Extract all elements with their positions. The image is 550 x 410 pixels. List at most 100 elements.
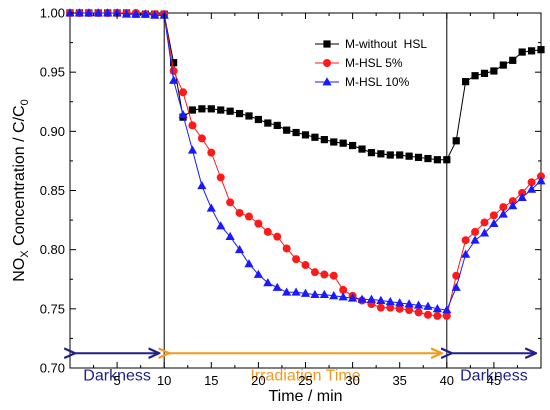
data-point [433, 311, 442, 320]
data-point [377, 150, 385, 158]
data-point [112, 8, 122, 17]
data-point [310, 268, 319, 277]
data-point [471, 72, 479, 80]
legend: M-without HSL M-HSL 5% M-HSL 10% [315, 37, 427, 89]
region-label: Darkness [83, 368, 151, 385]
data-point [395, 298, 405, 307]
data-point [273, 232, 282, 241]
x-tick-label: 30 [345, 373, 359, 388]
data-point [225, 231, 235, 241]
data-point [84, 8, 94, 17]
data-point [386, 303, 395, 312]
data-point [253, 269, 263, 278]
series-3 [65, 8, 546, 314]
data-point [499, 203, 508, 212]
data-point [272, 282, 282, 291]
data-point [424, 154, 432, 163]
data-point [433, 156, 441, 164]
legend-marker [323, 59, 331, 67]
data-point [471, 227, 480, 236]
data-point [74, 8, 85, 17]
series-1 [66, 9, 545, 164]
data-point [197, 180, 207, 190]
data-point [338, 292, 348, 301]
data-point [292, 255, 301, 264]
data-point [329, 271, 338, 280]
data-point [443, 156, 451, 164]
data-point [461, 249, 471, 258]
data-point [283, 126, 291, 134]
data-point [169, 66, 178, 75]
x-tick-label: 5 [113, 373, 120, 388]
data-point [357, 294, 367, 303]
y-axis-title: NOX Concentration / C/C0 [11, 99, 31, 281]
data-point [527, 178, 536, 187]
data-point [470, 235, 480, 244]
y-tick-label: 0.70 [40, 361, 65, 376]
data-point [320, 136, 328, 144]
data-point [349, 141, 357, 150]
data-point [489, 211, 498, 220]
data-point [263, 227, 272, 236]
data-point [462, 78, 470, 86]
data-point [405, 152, 413, 160]
data-point [292, 128, 300, 137]
x-tick-label: 45 [487, 373, 501, 388]
data-point [198, 105, 206, 113]
x-tick-label: 40 [440, 373, 454, 388]
data-point [234, 244, 245, 254]
data-point [499, 61, 507, 69]
data-point [206, 203, 216, 212]
data-point [367, 149, 376, 157]
data-point [517, 192, 527, 201]
data-point [498, 209, 508, 218]
data-point [319, 289, 329, 299]
data-point [537, 46, 545, 54]
x-tick-label: 25 [298, 373, 312, 388]
data-point [244, 259, 254, 268]
data-point [518, 48, 526, 56]
data-point [413, 300, 424, 309]
data-point [235, 109, 244, 118]
data-point [536, 176, 546, 185]
data-point [480, 69, 489, 77]
data-point [65, 8, 75, 17]
data-point [404, 299, 414, 308]
y-axis-title-sub: X [19, 250, 31, 258]
y-axis-title-sub2: 0 [19, 99, 31, 105]
y-tick-label: 0.80 [40, 242, 65, 257]
series-2 [66, 9, 545, 320]
y-tick-label: 0.90 [40, 124, 65, 139]
data-point [310, 289, 320, 299]
data-point [226, 107, 234, 115]
data-point [282, 244, 291, 253]
data-point [291, 287, 301, 296]
data-point [339, 285, 348, 294]
x-tick-label: 10 [157, 373, 171, 388]
data-point [395, 304, 404, 313]
data-point [442, 305, 452, 314]
data-point [527, 47, 536, 55]
data-point [490, 67, 498, 75]
data-point [235, 208, 244, 217]
data-point [311, 133, 319, 141]
data-point [140, 9, 150, 18]
data-point [197, 134, 206, 143]
data-point [376, 295, 386, 304]
data-point [169, 75, 179, 84]
data-point [414, 153, 423, 161]
data-point [254, 219, 263, 228]
y-tick-label: 0.95 [40, 65, 65, 80]
data-point [207, 105, 215, 113]
data-point [405, 306, 414, 315]
data-point [188, 106, 197, 114]
data-point [226, 198, 235, 207]
data-point [339, 139, 347, 147]
data-point [385, 296, 395, 306]
x-tick-label: 20 [251, 373, 265, 388]
data-point [442, 311, 451, 320]
data-point [423, 310, 432, 319]
data-point [263, 278, 273, 287]
legend-marker [323, 40, 331, 48]
